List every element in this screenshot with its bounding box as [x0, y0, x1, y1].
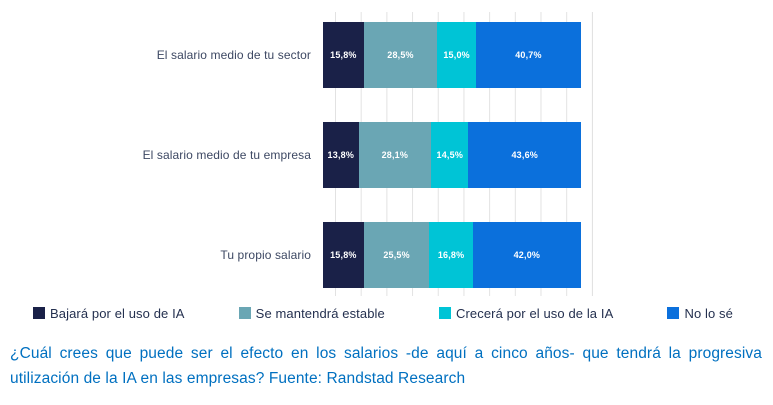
legend-swatch	[667, 307, 680, 319]
bar-segment: 43,6%	[468, 122, 581, 188]
bar-segment-label: 15,0%	[443, 50, 470, 60]
legend-label: Bajará por el uso de IA	[50, 305, 185, 321]
category-label: El salario medio de tu empresa	[142, 147, 311, 162]
legend-item: Se mantendrá estable	[238, 305, 385, 321]
bar-segment-label: 14,5%	[436, 150, 464, 160]
bar-segment: 40,7%	[475, 22, 581, 88]
bar-row: Tu propio salario 15,8% 25,5% 16,8% 42,0%	[0, 222, 593, 288]
bar-segment: 14,5%	[431, 122, 469, 188]
bar-segment-label: 28,5%	[387, 50, 414, 60]
legend-swatch	[238, 307, 251, 319]
legend-item: Bajará por el uso de IA	[33, 306, 185, 321]
bar-segment: 28,1%	[358, 122, 432, 188]
chart-caption: ¿Cuál crees que puede ser el efecto en l…	[10, 345, 762, 387]
bar-segment-label: 42,0%	[513, 250, 541, 260]
legend-label: Se mantendrá estable	[255, 305, 385, 321]
bar-segment: 13,8%	[323, 122, 359, 188]
bar-segment-label: 15,8%	[330, 50, 357, 60]
bar-segment-label: 40,7%	[515, 50, 542, 60]
legend-swatch	[33, 307, 45, 319]
bar-segment-label: 13,8%	[327, 150, 355, 160]
chart-legend: Bajará por el uso de IA Se mantendrá esta…	[33, 302, 733, 324]
bar-segment-label: 16,8%	[437, 250, 465, 260]
bar-segment-label: 28,1%	[381, 150, 409, 160]
legend-item: Crecerá por el uso de la IA	[439, 306, 613, 321]
bar-segment: 15,8%	[323, 22, 364, 88]
legend-label: Crecerá por el uso de la IA	[456, 305, 614, 321]
stacked-bar: 15,8% 28,5% 15,0% 40,7%	[323, 22, 581, 88]
bar-segment: 15,0%	[437, 22, 476, 88]
bar-row: El salario medio de tu empresa 13,8% 28,1%…	[0, 122, 593, 188]
bar-segment: 15,8%	[323, 222, 364, 288]
bar-row: El salario medio de tu sector 15,8% 28,5% 1…	[0, 22, 593, 88]
bar-segment: 25,5%	[363, 222, 430, 288]
stacked-bar: 13,8% 28,1% 14,5% 43,6%	[323, 122, 581, 188]
bar-segment: 16,8%	[429, 222, 473, 288]
category-label: Tu propio salario	[220, 247, 311, 262]
bar-segment: 42,0%	[472, 222, 581, 288]
legend-label: No lo sé	[684, 305, 733, 321]
bar-segment: 28,5%	[363, 22, 438, 88]
bar-segment-label: 15,8%	[330, 250, 357, 260]
stacked-bar: 15,8% 25,5% 16,8% 42,0%	[323, 222, 581, 288]
category-label: El salario medio de tu sector	[156, 47, 311, 62]
legend-swatch	[439, 307, 451, 319]
chart-rows: El salario medio de tu sector 15,8% 28,5% 1…	[0, 12, 593, 288]
bar-segment-label: 43,6%	[511, 150, 538, 160]
bar-segment-label: 25,5%	[383, 250, 410, 260]
legend-item: No lo sé	[667, 306, 733, 321]
